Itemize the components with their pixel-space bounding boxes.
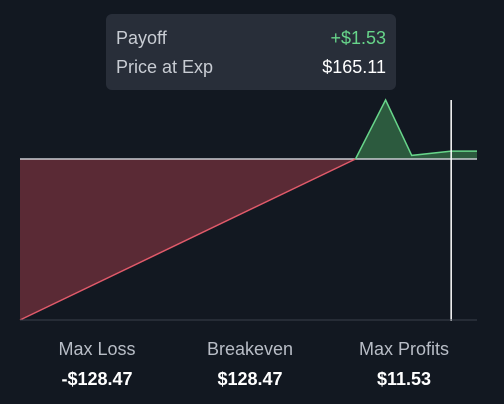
tooltip-price-row: Price at Exp $165.11 [116,54,386,80]
loss-payoff-line [19,158,356,321]
stat-breakeven: Breakeven $128.47 [170,336,330,392]
profit-area [355,100,477,159]
stat-max-profits-label: Max Profits [358,339,450,359]
summary-stats: Max Loss -$128.47 Breakeven $128.47 Max … [0,336,504,396]
tooltip-payoff-label: Payoff [116,27,167,48]
stat-max-profits-value: $11.53 [376,369,432,389]
price-tooltip: Payoff +$1.53 Price at Exp $165.11 [106,14,396,90]
stat-max-loss: Max Loss -$128.47 [17,336,177,392]
tooltip-price-label: Price at Exp [116,56,214,77]
stat-max-loss-value: -$128.47 [61,369,133,389]
stat-max-loss-label: Max Loss [58,339,136,359]
stat-max-profits: Max Profits $11.53 [324,336,484,392]
tooltip-payoff-value: +$1.53 [330,27,386,48]
stat-breakeven-value: $128.47 [217,369,283,389]
tooltip-price-value: $165.11 [322,56,386,77]
profit-payoff-line [354,98,477,160]
stat-breakeven-label: Breakeven [206,339,294,359]
tooltip-payoff-row: Payoff +$1.53 [116,25,386,51]
